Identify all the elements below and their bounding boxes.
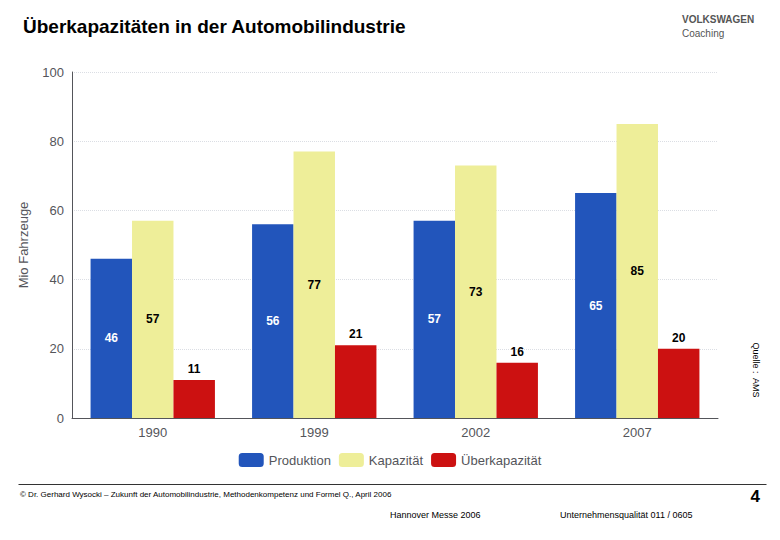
svg-text:57: 57 — [428, 312, 442, 326]
svg-text:4: 4 — [751, 487, 761, 506]
svg-text:40: 40 — [50, 272, 64, 287]
svg-text:1999: 1999 — [300, 425, 329, 440]
svg-text:73: 73 — [469, 285, 483, 299]
svg-text:77: 77 — [308, 278, 322, 292]
svg-text:© Dr. Gerhard Wysocki – Zukunf: © Dr. Gerhard Wysocki – Zukunft der Auto… — [20, 490, 392, 499]
svg-text:Coaching: Coaching — [682, 28, 724, 39]
svg-text:57: 57 — [146, 312, 160, 326]
svg-text:20: 20 — [672, 331, 686, 345]
svg-text:85: 85 — [631, 264, 645, 278]
svg-text:46: 46 — [105, 331, 119, 345]
svg-text:Hannover Messe 2006: Hannover Messe 2006 — [390, 510, 481, 520]
svg-text:56: 56 — [266, 314, 280, 328]
svg-text:VOLKSWAGEN: VOLKSWAGEN — [682, 14, 754, 25]
svg-text:Quelle : AMS: Quelle : AMS — [751, 342, 761, 397]
svg-text:2007: 2007 — [623, 425, 652, 440]
svg-text:65: 65 — [589, 299, 603, 313]
svg-text:2002: 2002 — [461, 425, 490, 440]
svg-text:Überkapazität: Überkapazität — [461, 453, 542, 468]
svg-text:100: 100 — [42, 65, 64, 80]
svg-text:21: 21 — [349, 327, 363, 341]
svg-text:Unternehmensqualität 011 / 060: Unternehmensqualität 011 / 0605 — [560, 510, 692, 520]
svg-text:Überkapazitäten in der Automob: Überkapazitäten in der Automobilindustri… — [23, 16, 406, 37]
svg-text:20: 20 — [50, 341, 64, 356]
svg-text:Mio Fahrzeuge: Mio Fahrzeuge — [16, 202, 31, 289]
svg-text:60: 60 — [50, 203, 64, 218]
svg-text:16: 16 — [511, 345, 525, 359]
svg-text:0: 0 — [57, 411, 64, 426]
svg-text:Produktion: Produktion — [269, 453, 331, 468]
svg-text:1990: 1990 — [138, 425, 167, 440]
svg-text:Kapazität: Kapazität — [369, 453, 424, 468]
svg-text:11: 11 — [188, 362, 201, 376]
svg-text:80: 80 — [50, 134, 64, 149]
